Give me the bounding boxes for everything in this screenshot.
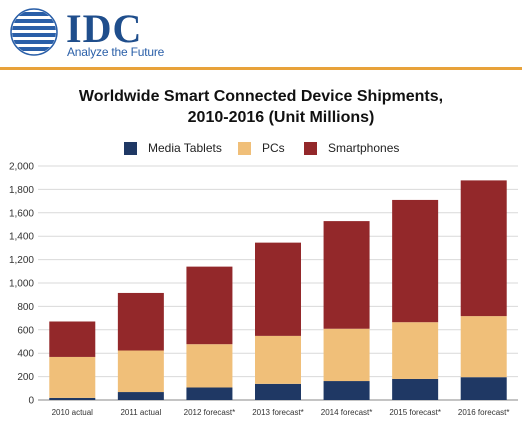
y-tick-label: 1,800 [9, 185, 34, 196]
legend-label-pcs: PCs [262, 141, 285, 155]
bar-segment-media-tablets [117, 392, 164, 400]
legend-swatch-pcs [238, 141, 251, 155]
bar-segment-smartphones [255, 242, 301, 336]
y-tick-label: 1,400 [9, 232, 34, 243]
bar-segment-smartphones [323, 221, 370, 329]
stacked-bar-chart: 0 200 400 600 800 1,000 1,200 1,400 1,600 1,800 2,… [9, 162, 518, 417]
legend-label-media-tablets: Media Tablets [148, 141, 222, 155]
bar-segment-media-tablets [186, 387, 233, 400]
brand-name: IDC [66, 6, 143, 51]
idc-logo: IDC Analyze the Future [10, 6, 240, 59]
chart-title: Worldwide Smart Connected Device Shipmen… [0, 86, 522, 128]
x-tick-label: 2014 forecast* [321, 408, 373, 417]
bar-segment-smartphones [460, 180, 507, 317]
x-tick-label: 2015 forecast* [389, 408, 441, 417]
y-tick-label: 1,200 [9, 255, 34, 266]
y-tick-label: 1,000 [9, 279, 34, 290]
x-tick-label: 2011 actual [120, 408, 161, 417]
legend-label-smartphones: Smartphones [328, 141, 400, 155]
bar-segment-pcs [323, 328, 370, 382]
legend-item-media-tablets: Media Tablets [124, 141, 222, 155]
x-tick-label: 2013 forecast* [252, 408, 304, 417]
y-tick-label: 200 [17, 372, 34, 383]
legend-item-smartphones: Smartphones [304, 141, 399, 155]
x-tick-label: 2012 forecast* [184, 408, 236, 417]
bar-segment-smartphones [117, 292, 164, 351]
bar-segment-pcs [392, 322, 439, 379]
bar-segment-pcs [460, 316, 507, 378]
y-tick-label: 800 [17, 302, 34, 313]
x-tick-label: 2010 actual [52, 408, 94, 417]
x-tick-label: 2016 forecast* [458, 408, 510, 417]
bar-segment-pcs [255, 335, 301, 384]
chart-title-line-2: 2010-2016 (Unit Millions) [187, 109, 375, 126]
y-tick-label: 400 [17, 349, 34, 360]
bar-segment-pcs [117, 350, 164, 393]
bar-segment-smartphones [392, 199, 439, 323]
legend-swatch-smartphones [304, 141, 317, 155]
globe-icon [10, 8, 58, 56]
legend-swatch-media-tablets [124, 141, 137, 155]
bar-segment-pcs [49, 356, 96, 398]
y-tick-label: 0 [28, 396, 34, 407]
legend-item-pcs: PCs [238, 141, 285, 155]
bar-segment-smartphones [49, 321, 96, 357]
brand-tagline: Analyze the Future [67, 45, 165, 59]
bar-segment-pcs [186, 344, 233, 388]
bar-segment-smartphones [186, 266, 233, 345]
header-divider [0, 67, 522, 70]
bar-segment-media-tablets [49, 397, 96, 400]
bar-segment-media-tablets [392, 378, 439, 400]
chart-title-line-1: Worldwide Smart Connected Device Shipmen… [78, 88, 444, 105]
y-tick-label: 2,000 [9, 162, 34, 173]
bar-segment-media-tablets [255, 383, 301, 400]
y-tick-label: 1,600 [9, 208, 34, 219]
bar-segment-media-tablets [460, 377, 507, 400]
bar-segment-media-tablets [323, 381, 370, 400]
chart-legend: Media Tablets PCs Smartphones [0, 141, 522, 157]
y-tick-label: 600 [17, 325, 34, 336]
